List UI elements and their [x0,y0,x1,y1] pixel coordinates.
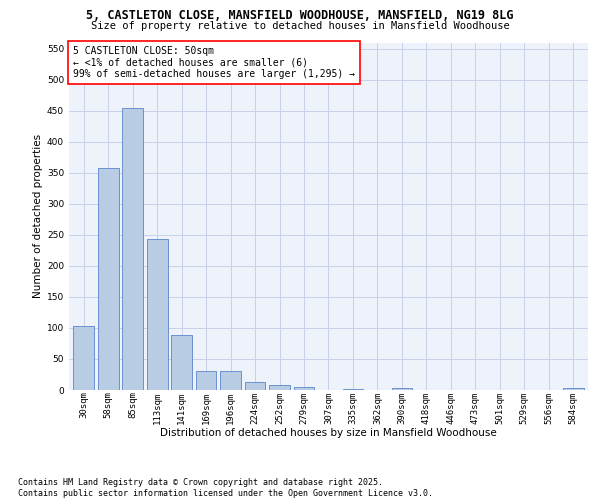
Text: 5 CASTLETON CLOSE: 50sqm
← <1% of detached houses are smaller (6)
99% of semi-de: 5 CASTLETON CLOSE: 50sqm ← <1% of detach… [73,46,355,79]
Text: 5, CASTLETON CLOSE, MANSFIELD WOODHOUSE, MANSFIELD, NG19 8LG: 5, CASTLETON CLOSE, MANSFIELD WOODHOUSE,… [86,9,514,22]
X-axis label: Distribution of detached houses by size in Mansfield Woodhouse: Distribution of detached houses by size … [160,428,497,438]
Bar [122,108,143,390]
Bar [343,389,364,390]
Text: Size of property relative to detached houses in Mansfield Woodhouse: Size of property relative to detached ho… [91,21,509,31]
Bar [269,385,290,390]
Bar [98,168,119,390]
Bar [73,326,94,390]
Bar [563,388,584,390]
Bar [196,372,217,390]
Text: Contains HM Land Registry data © Crown copyright and database right 2025.
Contai: Contains HM Land Registry data © Crown c… [18,478,433,498]
Bar [147,239,167,390]
Bar [392,388,412,390]
Y-axis label: Number of detached properties: Number of detached properties [33,134,43,298]
Bar [220,372,241,390]
Bar [171,336,192,390]
Bar [293,387,314,390]
Bar [245,382,265,390]
